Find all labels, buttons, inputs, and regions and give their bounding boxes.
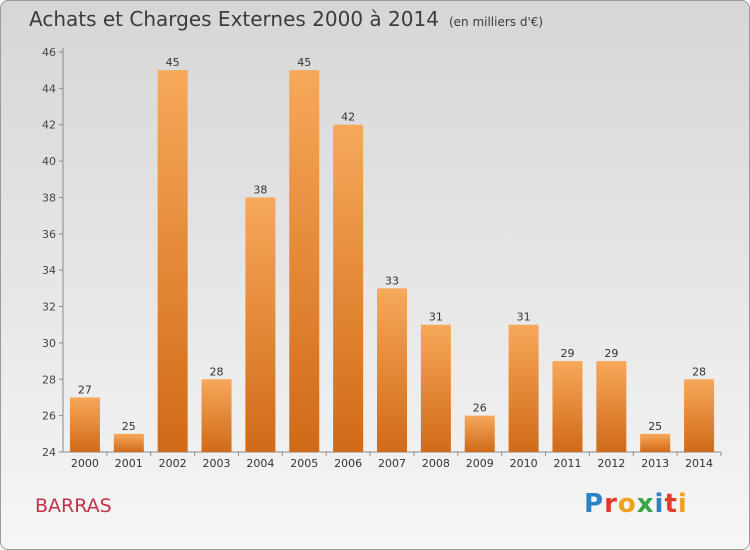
data-label-2002: 45 — [166, 56, 180, 69]
data-label-2013: 25 — [648, 420, 662, 433]
y-tick-label: 30 — [42, 337, 56, 350]
data-label-2008: 31 — [429, 311, 443, 324]
data-label-2010: 31 — [517, 311, 531, 324]
data-label-2011: 29 — [560, 347, 574, 360]
data-label-2009: 26 — [473, 402, 487, 415]
x-tick-label-2005: 2005 — [290, 457, 318, 470]
y-tick-label: 26 — [42, 410, 56, 423]
bar-2011 — [552, 361, 583, 452]
bars — [69, 70, 715, 453]
logo-letter: P — [584, 489, 605, 519]
x-tick-label-2011: 2011 — [553, 457, 581, 470]
data-label-2004: 38 — [253, 183, 267, 196]
data-label-2000: 27 — [78, 383, 92, 396]
bar-2008 — [420, 324, 451, 452]
y-tick-label: 28 — [42, 373, 56, 386]
axes: 24 26 28 30 32 34 36 38 40 42 44 46 2000 2001 2002 2003… — [42, 46, 722, 470]
data-label-2003: 28 — [210, 365, 224, 378]
y-tick-label: 42 — [42, 119, 56, 132]
chart-title: Achats et Charges Externes 2000 à 2014 (e… — [29, 7, 543, 31]
bar-2003 — [201, 379, 232, 452]
data-label-2014: 28 — [692, 365, 706, 378]
logo-letter: x — [636, 489, 655, 519]
logo-letter: t — [664, 489, 678, 519]
y-tick-label: 44 — [42, 82, 56, 95]
chart-unit: (en milliers d'€) — [448, 15, 544, 29]
data-label-2007: 33 — [385, 274, 399, 287]
bar-2006 — [333, 124, 364, 453]
bar-2004 — [245, 197, 276, 452]
x-tick-label-2003: 2003 — [203, 457, 231, 470]
chart-title-text: Achats et Charges Externes 2000 à 2014 — [29, 7, 439, 31]
y-tick-label: 46 — [42, 46, 56, 59]
x-tick-label-2004: 2004 — [246, 457, 274, 470]
y-tick-label: 32 — [42, 301, 56, 314]
y-tick-label: 40 — [42, 155, 56, 168]
bar-2001 — [113, 433, 144, 452]
bar-2010 — [508, 324, 539, 452]
y-tick-label: 24 — [42, 446, 56, 459]
bar-2013 — [640, 433, 671, 452]
bar-2007 — [377, 288, 407, 452]
data-labels: 27 25 45 28 38 45 42 33 31 26 31 29 29 25 28 — [78, 56, 706, 433]
proxiti-logo: Proxiti — [584, 489, 688, 519]
logo-letter: i — [677, 489, 688, 519]
x-tick-label-2006: 2006 — [334, 457, 362, 470]
x-tick-label-2001: 2001 — [115, 457, 143, 470]
y-tick-label: 38 — [42, 191, 56, 204]
bar-2000 — [69, 397, 100, 452]
x-tick-label-2007: 2007 — [378, 457, 406, 470]
x-tick-label-2014: 2014 — [685, 457, 713, 470]
bar-2009 — [464, 415, 495, 452]
bar-2012 — [596, 361, 627, 452]
data-label-2005: 45 — [297, 56, 311, 69]
y-tick-label: 34 — [42, 264, 56, 277]
x-tick-label-2000: 2000 — [71, 457, 99, 470]
logo-letter: i — [654, 489, 665, 519]
data-label-2012: 29 — [604, 347, 618, 360]
data-label-2006: 42 — [341, 111, 355, 124]
bar-2005 — [289, 70, 320, 452]
x-tick-label-2012: 2012 — [597, 457, 625, 470]
commune-name: BARRAS — [35, 495, 112, 517]
data-label-2001: 25 — [122, 420, 136, 433]
bar-2002 — [157, 70, 188, 452]
y-tick-label: 36 — [42, 228, 56, 241]
x-tick-label-2009: 2009 — [466, 457, 494, 470]
x-tick-label-2002: 2002 — [159, 457, 187, 470]
x-tick-label-2008: 2008 — [422, 457, 450, 470]
logo-letter: o — [617, 489, 637, 519]
bar-2014 — [684, 379, 715, 452]
x-tick-label-2013: 2013 — [641, 457, 669, 470]
x-tick-label-2010: 2010 — [510, 457, 538, 470]
logo-letter: r — [604, 489, 618, 519]
